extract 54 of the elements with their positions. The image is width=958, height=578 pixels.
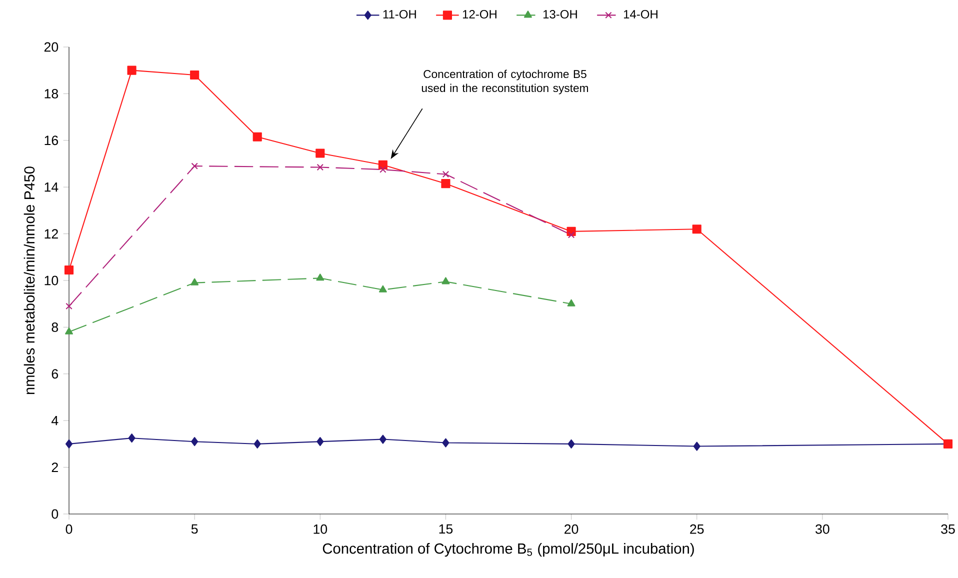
point <box>379 434 386 444</box>
point <box>568 439 575 448</box>
point <box>127 66 136 75</box>
point <box>442 438 450 448</box>
point <box>316 274 324 281</box>
point <box>252 132 262 142</box>
point <box>380 166 386 173</box>
point <box>442 170 450 178</box>
point <box>128 434 136 443</box>
x-tick-label: 0 <box>66 524 72 534</box>
point <box>190 278 199 286</box>
y-tick-label: 16 <box>44 136 58 146</box>
point <box>568 232 575 238</box>
point <box>378 285 387 292</box>
legend-label: 12-OH <box>462 10 496 19</box>
y-tick-label: 14 <box>44 182 58 192</box>
y-tick-label: 20 <box>44 42 58 52</box>
annotation: Concentration of cytochrome B5 used in the reconstitution system <box>422 70 588 94</box>
point <box>191 437 198 446</box>
y-tick-label: 2 <box>52 462 58 472</box>
x-tick-label: 15 <box>439 524 453 534</box>
point <box>64 265 74 275</box>
point <box>442 277 450 284</box>
y-tick-label: 4 <box>52 416 58 426</box>
point <box>692 224 702 234</box>
legend-label: 14-OH <box>624 10 658 19</box>
x-tick-label: 10 <box>314 524 328 534</box>
y-tick-label: 12 <box>44 229 58 238</box>
y-tick-label: 10 <box>44 276 58 286</box>
point <box>65 439 73 448</box>
point <box>190 70 200 80</box>
point <box>693 442 700 451</box>
y-tick-label: 0 <box>52 509 58 519</box>
point <box>65 327 74 334</box>
legend-label: 11-OH <box>383 10 416 19</box>
point <box>66 302 72 310</box>
x-tick-label: 20 <box>564 524 578 534</box>
y-tick-label: 18 <box>44 88 58 98</box>
x-axis-title: Concentration of Cytochrome B$_{5}$ (pmol/250μL incubation) <box>322 542 694 557</box>
point <box>191 162 198 170</box>
point <box>254 439 261 448</box>
point <box>316 148 325 158</box>
x-tick-label: 35 <box>941 524 955 534</box>
y-tick-label: 8 <box>52 322 58 332</box>
x-tick-label: 5 <box>191 524 198 534</box>
y-tick-label: 6 <box>52 369 58 379</box>
point <box>316 437 324 446</box>
point <box>567 299 576 306</box>
x-tick-label: 25 <box>690 524 704 534</box>
point <box>441 179 450 188</box>
x-tick-label: 30 <box>816 524 830 534</box>
point <box>316 164 324 171</box>
y-axis-title: nmoles metabolite/min/nmole P450 <box>24 166 35 394</box>
legend-label: 13-OH <box>543 10 577 19</box>
